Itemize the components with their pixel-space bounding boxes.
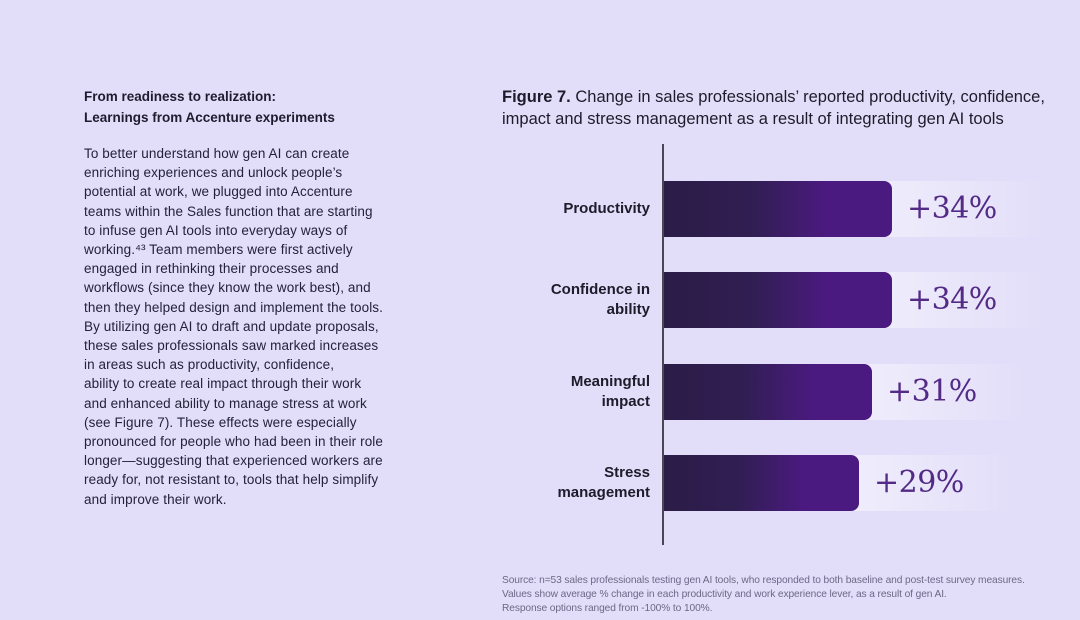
value-label: +31% bbox=[887, 373, 977, 409]
category-label: Stress management bbox=[557, 464, 650, 501]
source-note: Source: n=53 sales professionals testing… bbox=[502, 575, 1025, 614]
value-label: +34% bbox=[907, 190, 997, 226]
value-label: +34% bbox=[907, 281, 997, 317]
category-label: Productivity bbox=[563, 200, 650, 217]
chart-row: Confidence in ability +34% bbox=[502, 272, 1080, 328]
figure-title-text: Change in sales professionals’ reported … bbox=[502, 88, 1045, 128]
category-label: Confidence in ability bbox=[550, 281, 650, 318]
bar bbox=[664, 455, 859, 511]
chart-row: Productivity +34% bbox=[502, 181, 1080, 237]
bar bbox=[664, 272, 892, 328]
value-label: +29% bbox=[874, 464, 964, 500]
figure-title: Figure 7. Change in sales professionals’… bbox=[502, 86, 1067, 130]
section-heading: From readiness to realization: Learnings… bbox=[84, 89, 335, 125]
bar-chart: Productivity +34% Confidence in ability +34… bbox=[502, 144, 1080, 545]
y-axis-line bbox=[662, 144, 664, 545]
left-text-column: From readiness to realization: Learnings… bbox=[84, 86, 436, 509]
category-label: Meaningful impact bbox=[570, 373, 650, 410]
bar bbox=[664, 364, 872, 420]
chart-row: Stress management +29% bbox=[502, 455, 1080, 511]
body-text: To better understand how gen AI can crea… bbox=[84, 146, 384, 507]
chart-row: Meaningful impact +31% bbox=[502, 364, 1080, 420]
figure-title-number: Figure 7. bbox=[502, 88, 571, 106]
bar bbox=[664, 181, 892, 237]
